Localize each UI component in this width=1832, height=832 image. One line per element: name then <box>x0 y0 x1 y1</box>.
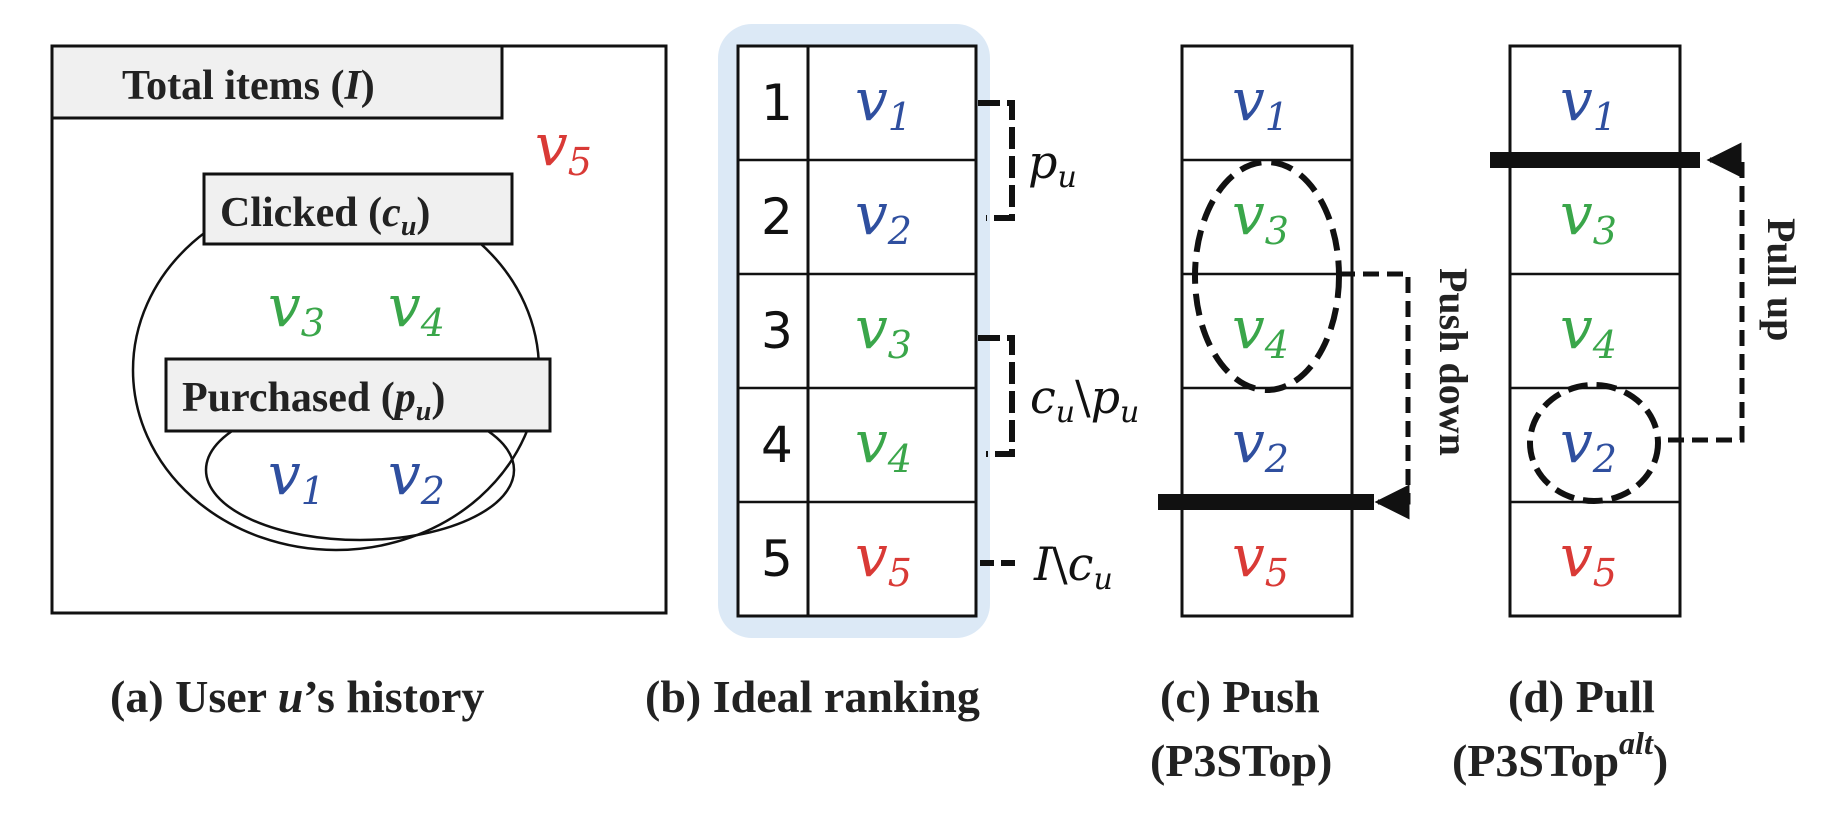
total-items-header <box>50 44 504 120</box>
purchased-label: Purchased (pu) <box>182 375 445 427</box>
caption-c-line2: (P3STop) <box>1150 735 1332 786</box>
caption-b: (b) Ideal ranking <box>645 671 980 722</box>
pull-item-v2: v2 <box>1560 408 1617 481</box>
push-item-v1: v1 <box>1232 66 1289 139</box>
push-item-v2: v2 <box>1232 408 1289 481</box>
push-down-label: Push down <box>1431 268 1476 456</box>
clicked-label: Clicked (cu) <box>220 190 430 242</box>
push-threshold-bar <box>1158 494 1374 510</box>
item-subscript: 5 <box>568 140 592 184</box>
caption-a: (a) User u’s history <box>110 671 484 722</box>
pull-up-label: Pull up <box>1759 218 1804 341</box>
rank-number: 5 <box>761 530 793 588</box>
panel-c-push: v1 v3 v4 v2 v5 Push down (c) Push (P3STo… <box>1150 44 1476 786</box>
ranked-item-v3: v3 <box>855 294 912 367</box>
ranked-item-v1: v1 <box>855 66 912 139</box>
total-items-label: Total items (I) <box>122 63 375 109</box>
rank-number: 1 <box>761 74 793 132</box>
push-item-v5: v5 <box>1232 522 1289 595</box>
clicked-header <box>202 172 514 246</box>
pull-highlight-ellipse <box>1527 382 1661 504</box>
panel-d-pull: v1 v3 v4 v2 v5 Pull up (d) Pull (P3STopa… <box>1452 44 1804 786</box>
item-v3-clicked: v3 <box>268 272 325 345</box>
ranked-item-v2: v2 <box>855 180 912 253</box>
brace-clicked-not-purchased-label: cu\pu <box>1030 370 1139 430</box>
brace-clicked-not-purchased <box>978 335 1015 457</box>
brace-purchased <box>978 100 1015 221</box>
push-down-arrow <box>1339 271 1411 520</box>
push-ranking-table <box>1180 44 1354 618</box>
item-v5-outside: v5 <box>535 111 592 184</box>
item-v2-purchased: v2 <box>388 440 445 513</box>
caption-d-line1: (d) Pull <box>1508 671 1655 722</box>
pull-item-v3: v3 <box>1560 180 1617 253</box>
ranked-item-v4: v4 <box>855 408 912 481</box>
rank-number: 4 <box>761 416 793 474</box>
ideal-ranking-table <box>736 44 978 618</box>
brace-not-clicked-label: I\cu <box>1033 537 1113 597</box>
rank-number: 3 <box>761 302 793 360</box>
item-symbol: v <box>535 111 568 179</box>
push-item-v4: v4 <box>1232 294 1289 367</box>
pull-threshold-bar <box>1490 152 1700 168</box>
purchased-header <box>164 357 552 433</box>
ranked-item-v5: v5 <box>855 522 912 595</box>
item-v4-clicked: v4 <box>388 272 445 345</box>
brace-purchased-label: pu <box>1028 135 1077 195</box>
total-items-frame <box>50 44 668 615</box>
caption-d-line2: (P3STopalt) <box>1452 725 1668 786</box>
pull-up-arrow <box>1668 142 1745 443</box>
pull-ranking-table <box>1508 44 1682 618</box>
panel-a-user-history: Total items (I) v5 Clicked (cu) v3 v4 Pu… <box>50 44 668 722</box>
pull-item-v5: v5 <box>1560 522 1617 595</box>
pull-item-v4: v4 <box>1560 294 1617 367</box>
pull-item-v1: v1 <box>1560 66 1617 139</box>
panel-b-ideal-ranking: 1 2 3 4 5 v1 v2 v3 v4 v5 pu cu\pu I\cu (… <box>645 24 1139 722</box>
rank-number: 2 <box>761 188 793 246</box>
item-v1-purchased: v1 <box>268 440 325 513</box>
caption-c-line1: (c) Push <box>1160 671 1320 722</box>
push-item-v3: v3 <box>1232 180 1289 253</box>
